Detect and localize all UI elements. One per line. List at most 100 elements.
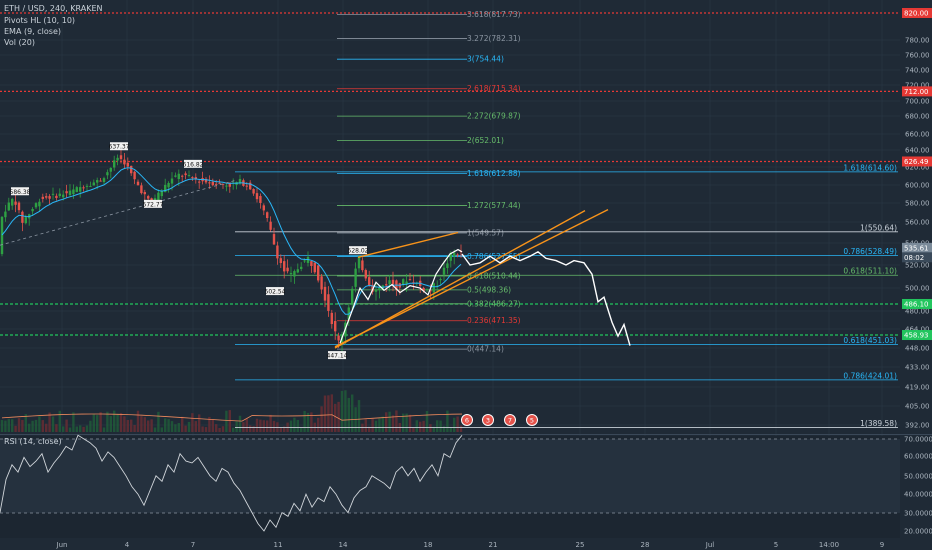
- candle-body: [296, 269, 299, 273]
- price-tag: [902, 86, 932, 97]
- indicator-volume-label[interactable]: Vol (20): [4, 38, 35, 47]
- candle-body: [82, 187, 85, 189]
- volume-bar: [79, 425, 82, 432]
- volume-bar: [395, 410, 398, 432]
- time-tick-label: 14: [339, 541, 348, 549]
- event-marker-count: 3: [486, 417, 490, 425]
- volume-bar: [327, 395, 330, 432]
- price-tick-label: 720.00: [905, 82, 930, 90]
- candle-body: [14, 201, 17, 205]
- candle-body: [34, 203, 38, 208]
- rsi-band: [0, 439, 900, 513]
- fib-extension-label: 0.236(471.35): [467, 316, 521, 325]
- indicator-ema-label[interactable]: EMA (9, close): [4, 27, 61, 36]
- candle-body: [310, 261, 313, 267]
- ema-polyline: [1, 167, 462, 315]
- fib-retracement-label: 0.618(451.03): [843, 336, 897, 345]
- volume-bar: [48, 412, 51, 432]
- volume-bar: [374, 420, 378, 432]
- volume-bar: [75, 426, 78, 432]
- candle-body: [391, 279, 395, 285]
- price-tick-label: 433.00: [905, 364, 930, 372]
- drawing-tools[interactable]: [0, 180, 631, 349]
- volume-bar: [116, 413, 119, 432]
- volume-bar: [92, 414, 95, 432]
- wedge-top-trendline: [357, 231, 459, 258]
- volume-bar: [99, 412, 102, 432]
- volume-bar: [310, 412, 313, 432]
- candle-body: [7, 202, 10, 211]
- indicator-pivots-label[interactable]: Pivots HL (10, 10): [4, 16, 76, 25]
- candle-body: [449, 252, 452, 261]
- price-tick-label: 419.00: [905, 384, 930, 392]
- volume-bar: [7, 419, 10, 432]
- volume-bar: [34, 419, 38, 432]
- candle-body: [456, 254, 459, 256]
- volume-ma-line: [1, 413, 463, 422]
- candle-body: [442, 267, 446, 275]
- volume-bar: [449, 427, 452, 432]
- event-marker: [504, 414, 516, 426]
- candle-body: [408, 279, 412, 281]
- candle-body: [351, 288, 354, 304]
- price-path-overlay: [339, 248, 463, 344]
- pivot-label-box: [349, 246, 367, 255]
- volume-bar: [170, 421, 174, 432]
- candle-body: [422, 287, 425, 292]
- price-axis[interactable]: 780.00 760.00 740.00 720.00 700.00 680.00 660.…: [902, 8, 932, 536]
- candle-body: [334, 320, 337, 332]
- volume-bar: [17, 418, 21, 432]
- volume-bar: [106, 411, 109, 432]
- candle-body: [374, 289, 378, 292]
- volume-bar: [364, 419, 367, 432]
- symbol-title: ETH / USD, 240, KRAKEN: [4, 4, 103, 13]
- candle-body: [364, 270, 367, 279]
- candle-body: [75, 187, 78, 193]
- price-tag: [902, 156, 932, 167]
- candle-body: [65, 191, 68, 194]
- event-marker: [526, 414, 538, 426]
- candle-body: [130, 165, 133, 174]
- candle-body: [31, 208, 34, 212]
- volume-bar: [357, 400, 361, 432]
- fib-extension-label: 0.786(527.65): [467, 252, 521, 261]
- candle-body: [119, 155, 123, 160]
- volume-bar: [208, 416, 211, 432]
- pivot-label-box: [266, 287, 284, 296]
- candle-body: [160, 190, 163, 197]
- volume-bar: [252, 426, 255, 432]
- volume-bar: [436, 420, 439, 432]
- candle-body: [198, 181, 201, 183]
- volume-bar: [102, 427, 106, 432]
- price-tick-label: 560.00: [905, 219, 930, 227]
- candle-body: [300, 266, 303, 269]
- price-tick-label: 780.00: [905, 37, 930, 45]
- volume-bar: [296, 419, 299, 432]
- volume-bar: [4, 420, 7, 432]
- candle-body: [385, 284, 388, 286]
- volume-bar: [337, 401, 340, 432]
- candle-body: [62, 194, 65, 198]
- volume-bar: [153, 427, 157, 432]
- event-markers[interactable]: 6 3 7 5: [461, 414, 538, 426]
- candle-body: [136, 181, 140, 186]
- volume-bar: [459, 425, 463, 432]
- time-axis[interactable]: Jun 4 7 11 14 18 21 25 28 Jul 5 14:00 9: [56, 541, 885, 549]
- volume-bar: [157, 411, 160, 432]
- candle-body: [272, 234, 276, 245]
- pivot-label-box: [328, 351, 346, 360]
- fib-retracement-label: 0.786(528.49): [843, 247, 897, 256]
- volume-bar: [408, 414, 412, 432]
- volume-bar: [232, 427, 235, 432]
- candle-body: [55, 195, 58, 199]
- fib-extension-label: 3(754.44): [467, 55, 504, 64]
- price-tag: [902, 242, 932, 253]
- price-tick-label: 700.00: [905, 98, 930, 106]
- volume-bar: [419, 421, 422, 432]
- candle-body: [116, 157, 119, 161]
- candle-body: [99, 180, 102, 182]
- candle-body: [191, 177, 194, 179]
- price-tick-label: 600.00: [905, 182, 930, 190]
- rsi-indicator-label[interactable]: RSI (14, close): [4, 437, 62, 446]
